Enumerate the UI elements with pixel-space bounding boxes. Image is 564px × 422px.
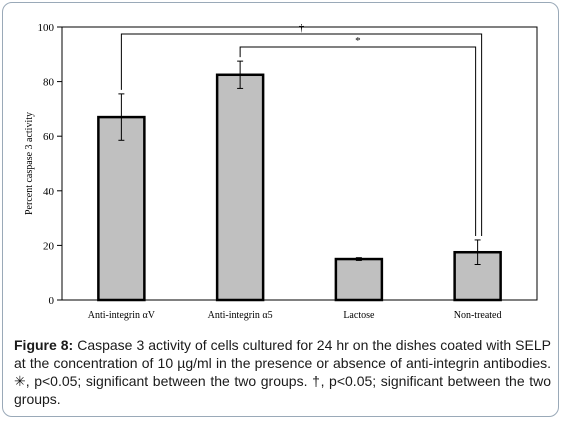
caption-label: Figure 8: xyxy=(14,337,74,353)
y-tick-label: 40 xyxy=(43,186,55,198)
figure-frame xyxy=(2,2,559,417)
figure-caption: Figure 8: Caspase 3 activity of cells cu… xyxy=(14,336,551,408)
y-axis-label: Percent caspase 3 activity xyxy=(24,112,35,215)
y-tick-label: 100 xyxy=(38,22,55,34)
category-label: Anti-integrin α5 xyxy=(208,310,273,321)
plot-frame xyxy=(61,26,538,301)
bar-2 xyxy=(215,73,265,302)
significance-bracket xyxy=(239,46,477,236)
bar-3 xyxy=(334,257,384,302)
y-tick-label: 0 xyxy=(49,295,55,307)
significance-symbol: † xyxy=(299,22,305,34)
bar-chart: 0 20 40 60 80 100 Percent caspase 3 activity An… xyxy=(24,22,538,321)
significance-symbol: * xyxy=(355,35,361,47)
bar-1 xyxy=(97,115,146,302)
y-tick-label: 80 xyxy=(43,77,55,89)
y-tick-label: 20 xyxy=(43,240,55,252)
category-label: Anti-integrin αV xyxy=(88,310,156,321)
category-label: Non-treated xyxy=(454,310,502,321)
category-label: Lactose xyxy=(343,310,375,321)
significance-bracket xyxy=(120,33,483,236)
y-tick-label: 60 xyxy=(43,131,55,143)
chart-container: 0 20 40 60 80 100 Percent caspase 3 activity An… xyxy=(24,22,538,321)
caption-text: Caspase 3 activity of cells cultured for… xyxy=(14,337,551,407)
